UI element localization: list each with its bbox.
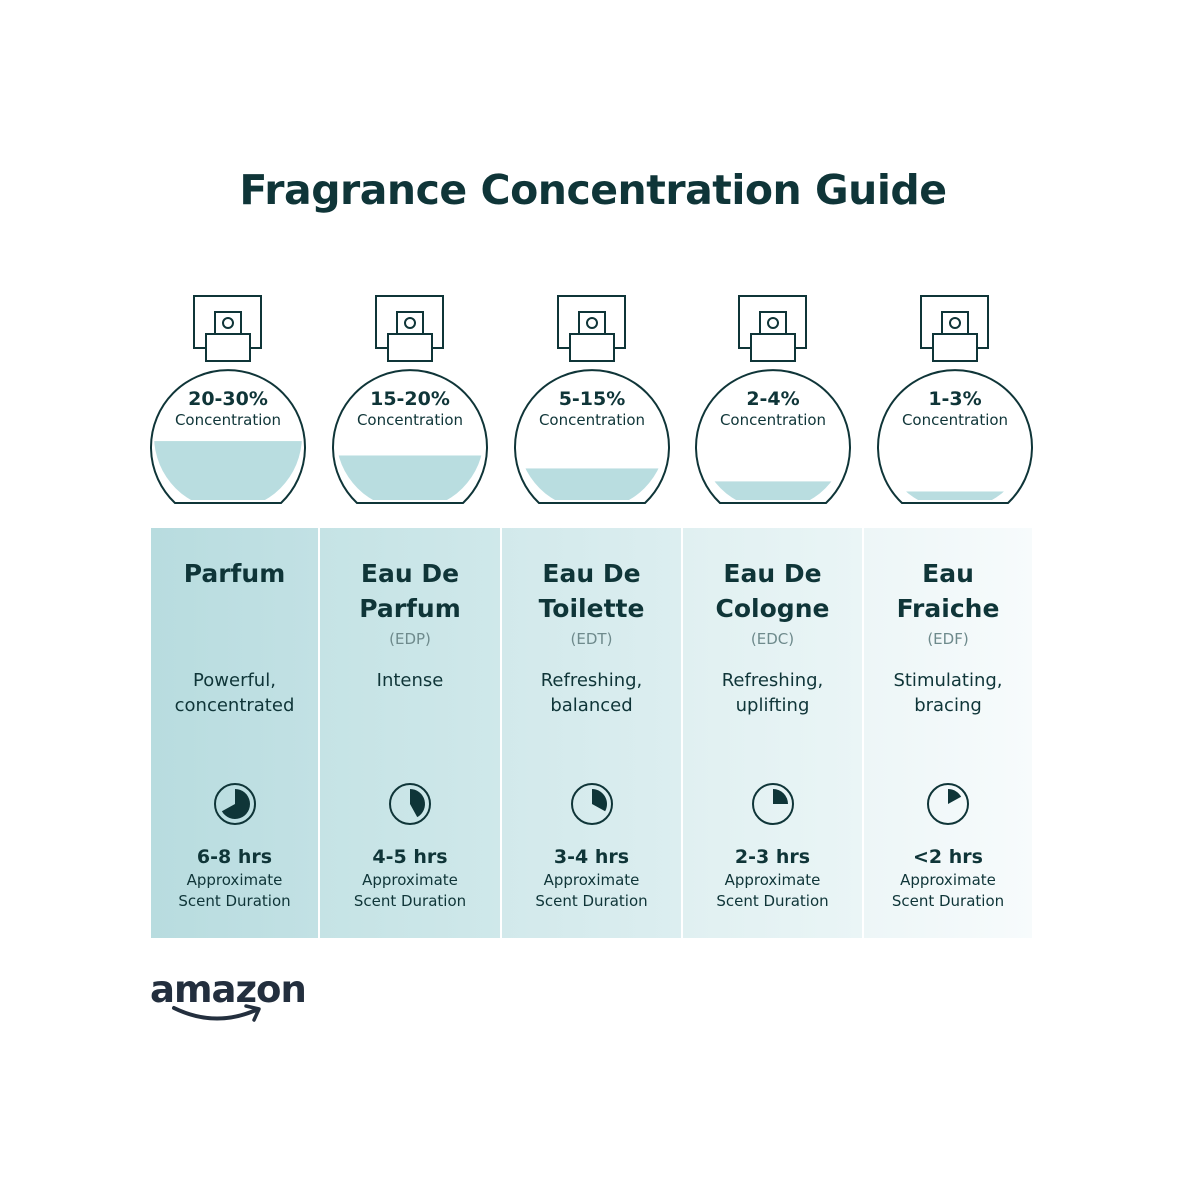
- duration-caption: Approximate Scent Duration: [178, 871, 291, 910]
- fragrance-description: Powerful, concentrated: [174, 670, 295, 716]
- liquid-level: [336, 455, 484, 500]
- concentration-percent: 20-30%: [188, 388, 268, 410]
- perfume-bottle-icon: [150, 295, 306, 504]
- clock-icon: [213, 783, 256, 825]
- duration-wedge: [591, 789, 607, 812]
- fragrance-panel: Parfum Powerful, concentrated 6-8 hrs App…: [151, 528, 318, 938]
- fragrance-name: Eau De Toilette: [538, 559, 645, 623]
- duration-caption: Approximate Scent Duration: [891, 871, 1005, 910]
- fragrance-name: Parfum: [183, 559, 286, 588]
- fragrance-panel: Eau De Parfum (EDP) Intense 4-5 hrs Appro…: [320, 528, 500, 938]
- fragrance-name: Eau De Cologne: [715, 559, 830, 623]
- fragrance-description: Stimulating, bracing: [893, 670, 1003, 716]
- liquid-level: [154, 441, 302, 500]
- fragrance-abbreviation: (EDT): [570, 630, 613, 648]
- concentration-percent: 2-4%: [746, 388, 800, 410]
- fragrance-panel: Eau De Cologne (EDC) Refreshing, uplifting…: [683, 528, 862, 938]
- duration-hours: 6-8 hrs: [196, 846, 273, 868]
- perfume-bottle-icon: [514, 295, 670, 504]
- concentration-caption: Concentration: [174, 411, 282, 429]
- concentration-caption: Concentration: [356, 411, 464, 429]
- clock-icon: [927, 783, 969, 825]
- fragrance-description: Refreshing, balanced: [540, 670, 643, 716]
- bottle: 20-30% Concentration: [148, 290, 318, 510]
- perfume-bottle-icon: [695, 295, 851, 504]
- bottle: 2-4% Concentration: [693, 290, 863, 510]
- clock-icon: [389, 783, 431, 825]
- amazon-smile-arrow-icon: [172, 1004, 261, 1022]
- concentration-percent: 15-20%: [370, 388, 450, 410]
- duration-wedge: [772, 789, 788, 804]
- concentration-percent: 1-3%: [928, 388, 982, 410]
- concentration-caption: Concentration: [538, 411, 646, 429]
- fragrance-panel: Eau De Toilette (EDT) Refreshing, balanced…: [502, 528, 681, 938]
- concentration-caption: Concentration: [901, 411, 1009, 429]
- concentration-label: 2-4% Concentration: [693, 388, 853, 430]
- duration-hours: 2-3 hrs: [734, 846, 811, 868]
- bottle: 15-20% Concentration: [330, 290, 500, 510]
- concentration-caption: Concentration: [719, 411, 827, 429]
- duration-wedge: [948, 789, 962, 804]
- liquid-level: [881, 491, 1029, 500]
- concentration-label: 5-15% Concentration: [512, 388, 672, 430]
- fragrance-panels: Parfum Powerful, concentrated 6-8 hrs App…: [151, 528, 1032, 938]
- liquid-level: [699, 481, 847, 500]
- liquid-level: [518, 468, 666, 500]
- fragrance-description: Intense: [376, 670, 444, 691]
- fragrance-abbreviation: (EDF): [927, 630, 969, 648]
- bottle: 1-3% Concentration: [875, 290, 1045, 510]
- concentration-label: 15-20% Concentration: [330, 388, 490, 430]
- fragrance-abbreviation: (EDP): [389, 630, 431, 648]
- bottle: 5-15% Concentration: [512, 290, 682, 510]
- fragrance-name: Eau De Parfum: [359, 559, 461, 623]
- duration-hours: 4-5 hrs: [372, 846, 448, 868]
- fragrance-name: Eau Fraiche: [896, 559, 1000, 623]
- duration-caption: Approximate Scent Duration: [353, 871, 467, 910]
- logo-text: amazon: [150, 968, 307, 1011]
- fragrance-panel: Eau Fraiche (EDF) Stimulating, bracing <2 …: [864, 528, 1032, 938]
- duration-wedge: [410, 789, 425, 818]
- duration-wedge: [221, 789, 250, 819]
- amazon-logo: amazon: [150, 968, 307, 1022]
- duration-caption: Approximate Scent Duration: [716, 871, 829, 910]
- perfume-bottle-icon: [332, 295, 488, 504]
- clock-icon: [570, 783, 613, 825]
- page-title: Fragrance Concentration Guide: [239, 166, 947, 214]
- bottle-row: 20-30% Concentration 15-20% Concentratio…: [0, 290, 1200, 510]
- concentration-label: 20-30% Concentration: [148, 388, 308, 430]
- duration-hours: <2 hrs: [913, 846, 983, 868]
- duration-caption: Approximate Scent Duration: [535, 871, 648, 910]
- clock-icon: [751, 783, 794, 825]
- concentration-percent: 5-15%: [558, 388, 626, 410]
- fragrance-description: Refreshing, uplifting: [721, 670, 824, 716]
- concentration-label: 1-3% Concentration: [875, 388, 1035, 430]
- duration-hours: 3-4 hrs: [553, 846, 630, 868]
- fragrance-abbreviation: (EDC): [750, 630, 795, 648]
- perfume-bottle-icon: [877, 295, 1033, 504]
